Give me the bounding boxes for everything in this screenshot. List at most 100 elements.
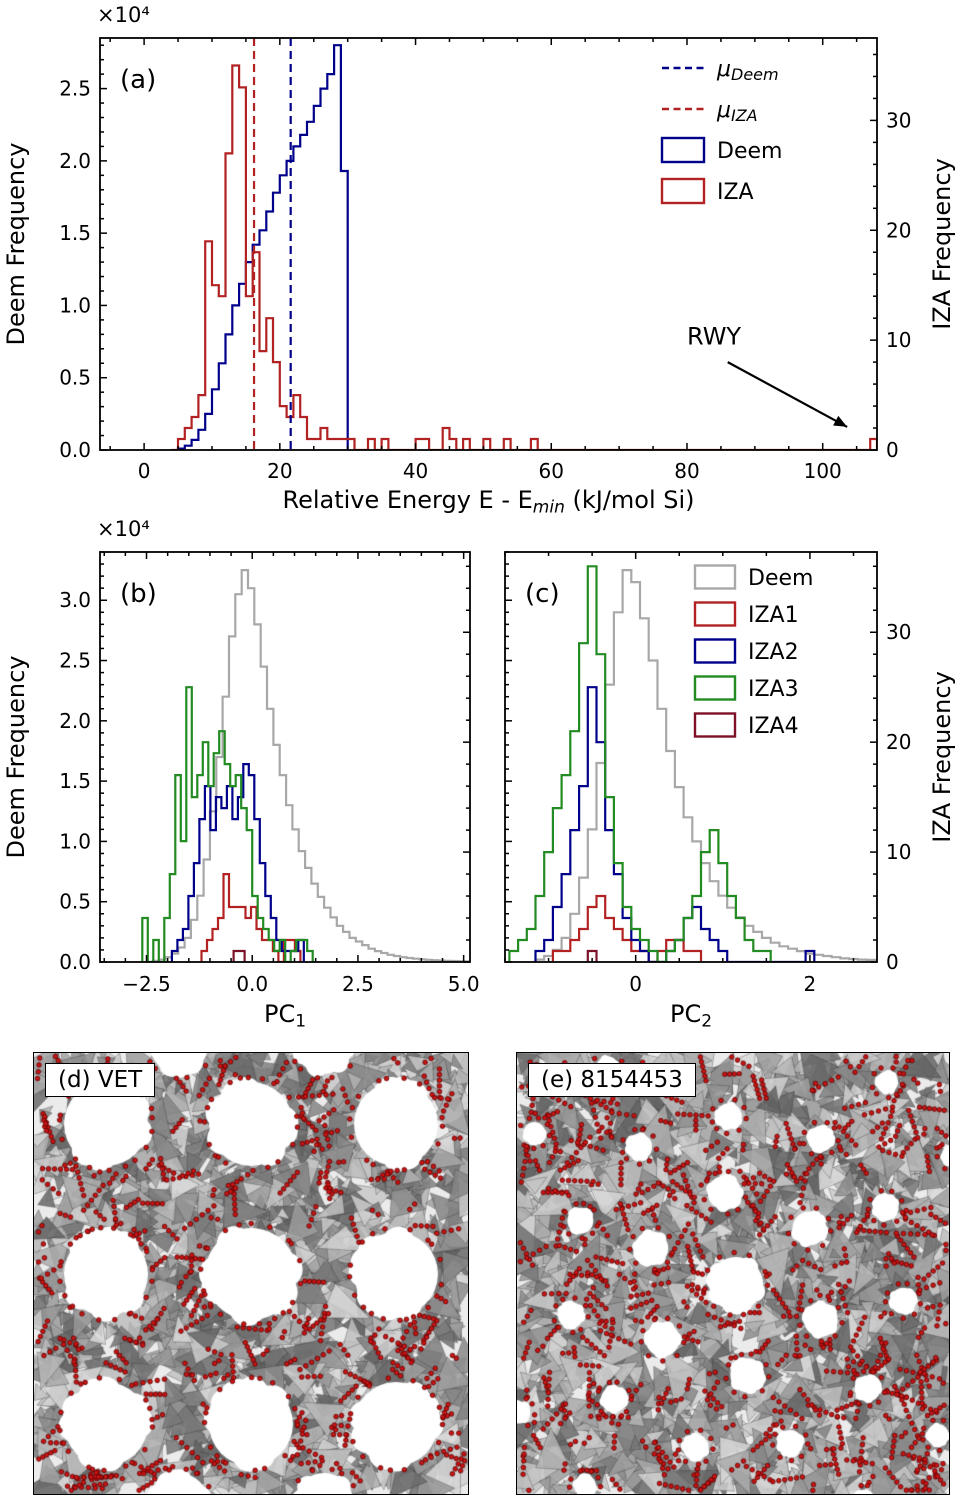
svg-text:20: 20 — [886, 730, 911, 754]
svg-text:(c): (c) — [525, 579, 560, 609]
legend-swatch-box — [693, 564, 737, 590]
ticks-r: 0 10 20 30 — [870, 53, 911, 462]
svg-text:0.5: 0.5 — [59, 890, 91, 914]
legend-swatch-box — [693, 675, 737, 701]
svg-text:3.0: 3.0 — [59, 588, 91, 612]
ticks-r — [463, 565, 470, 963]
svg-text:2.5: 2.5 — [59, 649, 91, 673]
svg-text:100: 100 — [804, 459, 842, 483]
svg-text:0: 0 — [138, 459, 151, 483]
series-Deem — [534, 569, 877, 962]
svg-text:0.0: 0.0 — [59, 950, 91, 974]
svg-text:0.5: 0.5 — [59, 366, 91, 390]
legend-swatch-box — [660, 136, 706, 164]
zeolite-8154453-image — [517, 1053, 949, 1494]
plot-frame — [99, 37, 878, 451]
svg-text:2.5: 2.5 — [342, 972, 374, 996]
ticks-x: −2.5 0.0 2.5 5.0 — [103, 552, 480, 996]
ticks-l: 0.0 0.5 1.0 1.5 2.0 2.5 3.0 — [59, 551, 107, 974]
panel-a: 0 20 40 60 80 100 0.0 0.5 1.0 1.5 2.0 2.5 0 10 20 30 Rel… — [2, 3, 956, 515]
svg-text:30: 30 — [886, 108, 911, 132]
series-IZA — [171, 64, 877, 450]
svg-text:IZA3: IZA3 — [748, 677, 799, 702]
svg-text:×10⁴: ×10⁴ — [97, 3, 150, 27]
svg-text:0: 0 — [629, 972, 642, 996]
legend-swatch-box — [693, 712, 737, 738]
panel-b: −2.5 0.0 2.5 5.0 0.0 0.5 1.0 1.5 2.0 2.5 3.0 PC1 Dee… — [2, 517, 480, 1031]
svg-text:0: 0 — [886, 438, 899, 462]
svg-text:5.0: 5.0 — [448, 972, 480, 996]
panel-e-structure: (e) 8154453 — [516, 1052, 950, 1495]
svg-text:×10⁴: ×10⁴ — [97, 517, 150, 541]
svg-text:20: 20 — [886, 218, 911, 242]
arrowhead — [833, 415, 848, 427]
series-IZA3 — [141, 686, 314, 962]
zeolite-vet-image — [34, 1053, 468, 1494]
series-IZA3 — [508, 565, 772, 962]
panel-d-label: (d) VET — [45, 1063, 156, 1097]
svg-text:1.0: 1.0 — [59, 829, 91, 853]
svg-text:IZA: IZA — [717, 180, 754, 205]
svg-text:1.5: 1.5 — [59, 769, 91, 793]
svg-text:RWY: RWY — [687, 323, 741, 351]
legend: μDeem μIZA Deem IZA — [660, 57, 782, 205]
svg-text:10: 10 — [886, 840, 911, 864]
svg-text:PC2: PC2 — [670, 1000, 712, 1031]
svg-text:2.0: 2.0 — [59, 149, 91, 173]
svg-text:30: 30 — [886, 620, 911, 644]
svg-text:Deem: Deem — [748, 566, 813, 591]
series-IZA2 — [534, 686, 816, 962]
legend: Deem IZA1 IZA2 IZA3 IZA4 — [693, 564, 813, 739]
panel-d-structure: (d) VET — [33, 1052, 469, 1495]
svg-text:(a): (a) — [120, 65, 156, 95]
svg-text:IZA2: IZA2 — [748, 640, 799, 665]
svg-text:IZA1: IZA1 — [748, 603, 799, 628]
svg-text:(b): (b) — [120, 579, 157, 609]
series-IZA4 — [586, 949, 598, 962]
svg-text:Deem: Deem — [717, 139, 782, 164]
svg-text:40: 40 — [403, 459, 428, 483]
svg-text:0.0: 0.0 — [236, 972, 268, 996]
svg-text:IZA Frequency: IZA Frequency — [928, 671, 956, 843]
svg-text:20: 20 — [267, 459, 292, 483]
svg-text:1.5: 1.5 — [59, 221, 91, 245]
series-IZA4 — [232, 949, 246, 962]
series-IZA1 — [551, 894, 703, 962]
svg-text:1.0: 1.0 — [59, 293, 91, 317]
svg-text:Relative Energy E - Emin (kJ/m: Relative Energy E - Emin (kJ/mol Si) — [282, 486, 694, 515]
series-Deem — [151, 569, 470, 962]
svg-text:2.5: 2.5 — [59, 77, 91, 101]
svg-text:IZA Frequency: IZA Frequency — [928, 158, 956, 330]
ticks-l — [505, 551, 512, 963]
svg-text:0.0: 0.0 — [59, 438, 91, 462]
series-Deem — [176, 44, 349, 450]
legend-swatch-box — [660, 177, 706, 205]
legend-swatch-box — [693, 638, 737, 664]
ticks-l: 0.0 0.5 1.0 1.5 2.0 2.5 — [59, 44, 107, 462]
svg-text:−2.5: −2.5 — [122, 972, 171, 996]
svg-text:Deem Frequency: Deem Frequency — [2, 142, 30, 345]
series-IZA2 — [170, 763, 305, 962]
legend-swatch-box — [693, 601, 737, 627]
annotation-RWY: RWY — [687, 323, 848, 428]
svg-text:0: 0 — [886, 950, 899, 974]
svg-text:60: 60 — [539, 459, 564, 483]
ticks-r: 0 10 20 30 — [870, 565, 911, 974]
plot-frame — [99, 551, 471, 963]
ticks-x: 0 20 40 60 80 100 — [109, 38, 858, 483]
svg-text:Deem Frequency: Deem Frequency — [2, 655, 30, 858]
panel-a-chart: 0 20 40 60 80 100 0.0 0.5 1.0 1.5 2.0 2.5 0 10 20 30 Rel… — [2, 3, 956, 515]
svg-text:2: 2 — [804, 972, 817, 996]
panel-b-c-charts: −2.5 0.0 2.5 5.0 0.0 0.5 1.0 1.5 2.0 2.5 3.0 PC1 Dee… — [2, 517, 956, 1031]
svg-text:μDeem: μDeem — [716, 57, 779, 84]
panel-e-label: (e) 8154453 — [528, 1063, 696, 1097]
svg-text:IZA4: IZA4 — [748, 714, 799, 739]
svg-text:80: 80 — [674, 459, 699, 483]
svg-text:2.0: 2.0 — [59, 709, 91, 733]
svg-text:μIZA: μIZA — [716, 98, 758, 125]
svg-text:10: 10 — [886, 328, 911, 352]
svg-text:PC1: PC1 — [264, 1000, 306, 1031]
